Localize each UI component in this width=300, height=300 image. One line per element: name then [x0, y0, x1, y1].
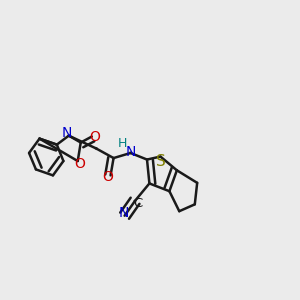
Text: H: H: [118, 136, 127, 150]
Text: S: S: [156, 154, 166, 169]
Text: C: C: [133, 197, 142, 210]
Text: N: N: [119, 206, 129, 220]
Text: O: O: [89, 130, 100, 144]
Text: O: O: [102, 170, 113, 184]
Text: N: N: [126, 145, 136, 159]
Text: N: N: [62, 126, 73, 140]
Text: O: O: [74, 157, 85, 171]
